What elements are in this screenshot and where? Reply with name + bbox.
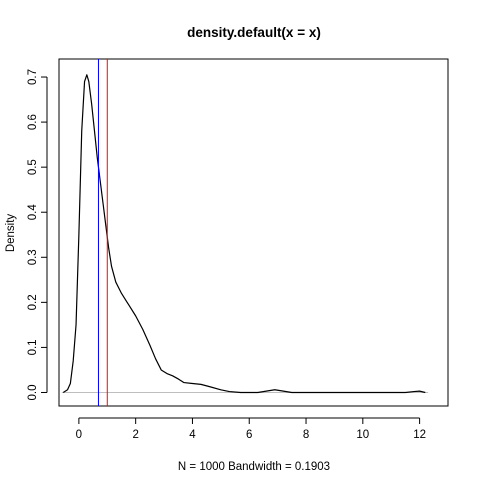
x-tick-label: 0 bbox=[76, 429, 82, 441]
x-tick-label: 4 bbox=[189, 429, 196, 441]
plot-frame bbox=[58, 58, 449, 407]
y-tick-label: 0.0 bbox=[27, 384, 39, 400]
y-tick-label: 0.7 bbox=[27, 69, 39, 85]
chart-title: density.default(x = x) bbox=[187, 25, 321, 40]
y-axis-label: Density bbox=[5, 214, 17, 253]
y-tick-label: 0.1 bbox=[27, 339, 39, 355]
axis-layer: 0 2 4 6 8 10 12 0.0 0.1 0.2 0.3 0.4 0.5 0.6 0.7 bbox=[27, 69, 426, 441]
x-tick-label: 8 bbox=[303, 429, 309, 441]
density-curve-0 bbox=[62, 74, 426, 394]
x-tick-label: 2 bbox=[132, 429, 138, 441]
x-tick-label: 6 bbox=[246, 429, 252, 441]
y-tick-label: 0.4 bbox=[27, 204, 39, 221]
y-tick-label: 0.6 bbox=[27, 114, 39, 130]
y-tick-label: 0.5 bbox=[27, 159, 39, 175]
x-tick-label: 10 bbox=[356, 429, 369, 441]
y-tick-label: 0.2 bbox=[27, 294, 39, 310]
x-axis-label: N = 1000 Bandwidth = 0.1903 bbox=[178, 461, 330, 473]
y-tick-label: 0.3 bbox=[27, 249, 39, 265]
x-tick-label: 12 bbox=[413, 429, 426, 441]
plot-layer bbox=[61, 59, 429, 406]
